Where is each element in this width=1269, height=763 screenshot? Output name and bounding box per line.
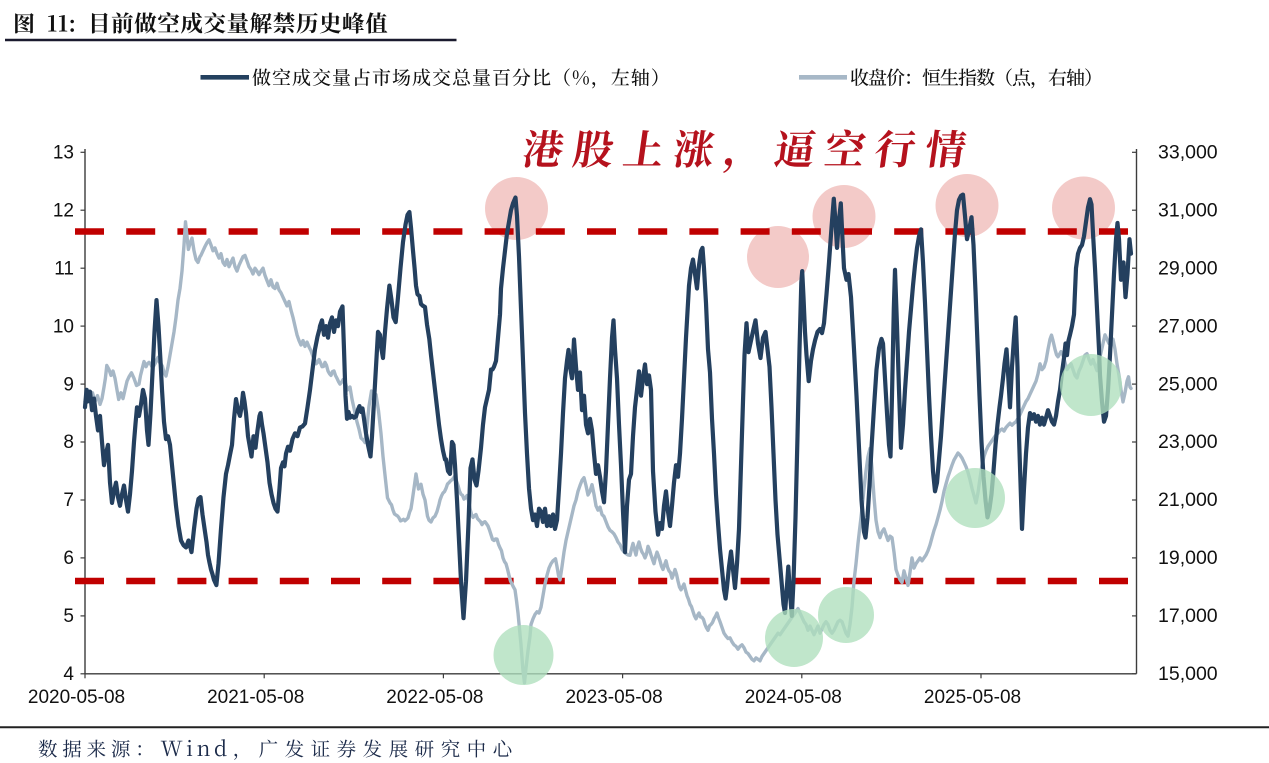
svg-text:8: 8 [63, 432, 74, 453]
svg-text:15,000: 15,000 [1158, 663, 1218, 685]
svg-text:5: 5 [63, 606, 74, 627]
svg-text:7: 7 [63, 490, 74, 511]
svg-text:17,000: 17,000 [1158, 605, 1218, 627]
svg-text:2020-05-08: 2020-05-08 [28, 687, 125, 708]
svg-text:2021-05-08: 2021-05-08 [207, 687, 304, 708]
svg-text:19,000: 19,000 [1158, 547, 1218, 569]
svg-text:33,000: 33,000 [1158, 142, 1218, 164]
svg-text:31,000: 31,000 [1158, 199, 1218, 221]
svg-text:21,000: 21,000 [1158, 489, 1218, 511]
svg-text:12: 12 [53, 200, 74, 221]
svg-text:13: 13 [53, 143, 74, 164]
svg-text:10: 10 [53, 316, 74, 337]
svg-text:2024-05-08: 2024-05-08 [745, 687, 842, 708]
svg-text:27,000: 27,000 [1158, 315, 1218, 337]
svg-text:2022-05-08: 2022-05-08 [386, 687, 483, 708]
svg-text:11: 11 [54, 258, 74, 279]
svg-text:23,000: 23,000 [1158, 431, 1218, 453]
svg-text:25,000: 25,000 [1158, 373, 1218, 395]
svg-text:6: 6 [63, 548, 74, 569]
svg-text:2025-05-08: 2025-05-08 [924, 687, 1021, 708]
svg-text:4: 4 [63, 664, 74, 685]
svg-text:9: 9 [63, 374, 74, 395]
svg-text:29,000: 29,000 [1158, 257, 1218, 279]
svg-text:2023-05-08: 2023-05-08 [565, 687, 662, 708]
